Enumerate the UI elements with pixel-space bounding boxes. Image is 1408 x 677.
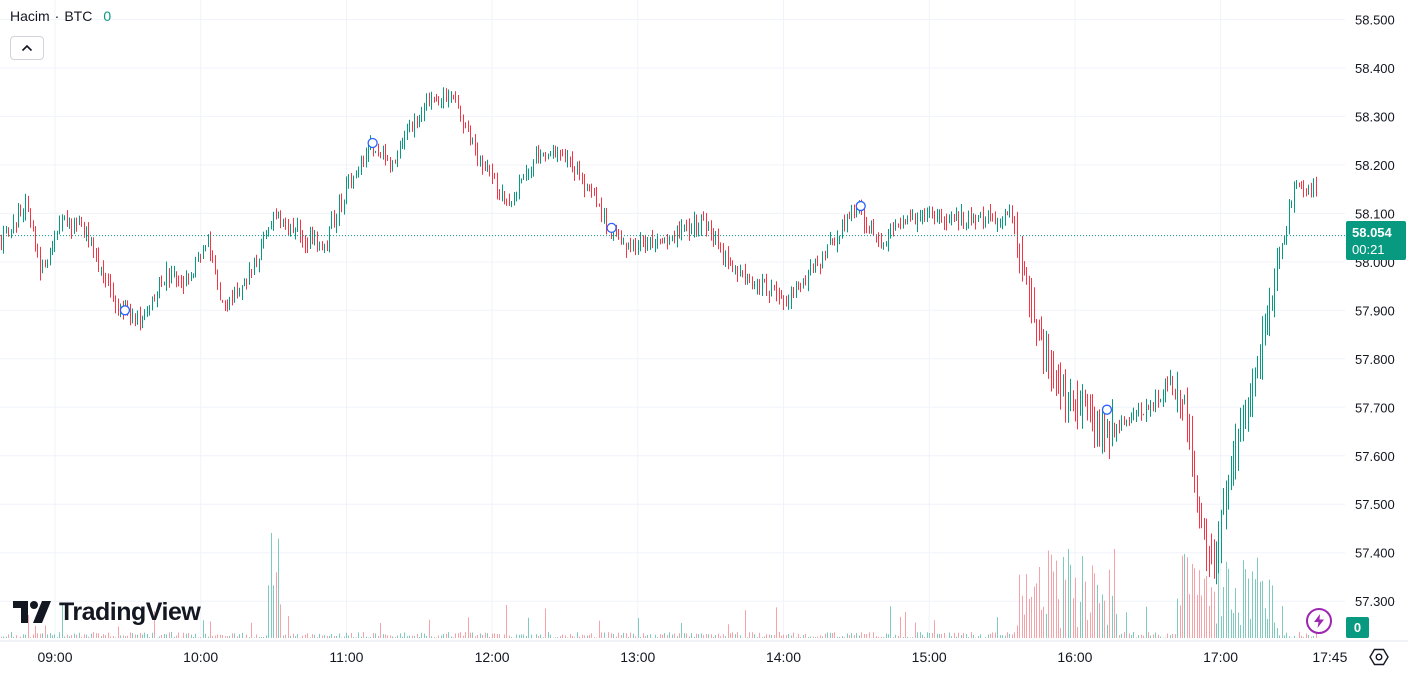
event-marker (606, 222, 617, 234)
price-tick-label: 57.700 (1355, 400, 1395, 415)
hexagon-settings-icon (1369, 648, 1389, 666)
price-tick-label: 58.200 (1355, 158, 1395, 173)
lightning-icon (1314, 614, 1324, 628)
legend-dot: · (54, 8, 60, 24)
event-marker (119, 305, 131, 316)
volume-value-label: 0 (1346, 617, 1369, 638)
price-tick-label: 57.800 (1355, 352, 1395, 367)
time-tick-label: 17:45 (1312, 649, 1347, 665)
tradingview-logo-icon (13, 601, 51, 623)
event-marker (855, 200, 866, 212)
volume-legend: Hacim · BTC 0 (10, 8, 111, 24)
event-markers (119, 137, 1113, 415)
last-price-label: 58.054 00:21 (1346, 221, 1406, 260)
time-tick-label: 11:00 (329, 649, 363, 665)
last-price-value: 58.054 (1352, 225, 1392, 240)
price-tick-label: 57.900 (1355, 303, 1395, 318)
candles (1, 87, 1317, 585)
time-tick-label: 15:00 (912, 649, 947, 665)
bar-countdown: 00:21 (1352, 242, 1385, 257)
time-tick-label: 10:00 (183, 649, 218, 665)
time-tick-label: 14:00 (766, 649, 801, 665)
time-tick-label: 12:00 (475, 649, 510, 665)
legend-value: 0 (103, 8, 112, 24)
legend-symbol: BTC (64, 8, 93, 24)
price-tick-label: 58.500 (1355, 12, 1395, 27)
price-tick-label: 58.300 (1355, 109, 1395, 124)
event-marker (367, 137, 378, 149)
price-tick-label: 57.500 (1355, 497, 1395, 512)
price-tick-label: 57.400 (1355, 546, 1395, 561)
price-tick-label: 57.300 (1355, 594, 1395, 609)
legend-label: Hacim (10, 8, 50, 24)
time-tick-label: 17:00 (1203, 649, 1238, 665)
price-tick-label: 58.100 (1355, 206, 1395, 221)
logo-text: TradingView (59, 597, 201, 626)
time-tick-label: 13:00 (620, 649, 655, 665)
chevron-up-icon (21, 44, 33, 52)
time-axis[interactable]: 09:00 10:00 11:00 12:00 13:00 14:00 15:00 16:00… (0, 640, 1408, 665)
flash-button[interactable] (1306, 608, 1332, 634)
price-tick-label: 58.400 (1355, 61, 1395, 76)
event-marker (1101, 404, 1113, 415)
price-tick-label: 57.600 (1355, 449, 1395, 464)
time-tick-label: 09:00 (37, 649, 72, 665)
grid-lines (0, 0, 1345, 640)
chart-settings-button[interactable] (1368, 646, 1390, 668)
volume-bars (1, 533, 1317, 638)
price-axis[interactable]: 58.50058.40058.30058.20058.10058.00057.9… (1355, 12, 1395, 609)
collapse-legend-button[interactable] (10, 36, 44, 60)
tradingview-logo[interactable]: TradingView (13, 597, 201, 627)
time-tick-label: 16:00 (1057, 649, 1092, 665)
